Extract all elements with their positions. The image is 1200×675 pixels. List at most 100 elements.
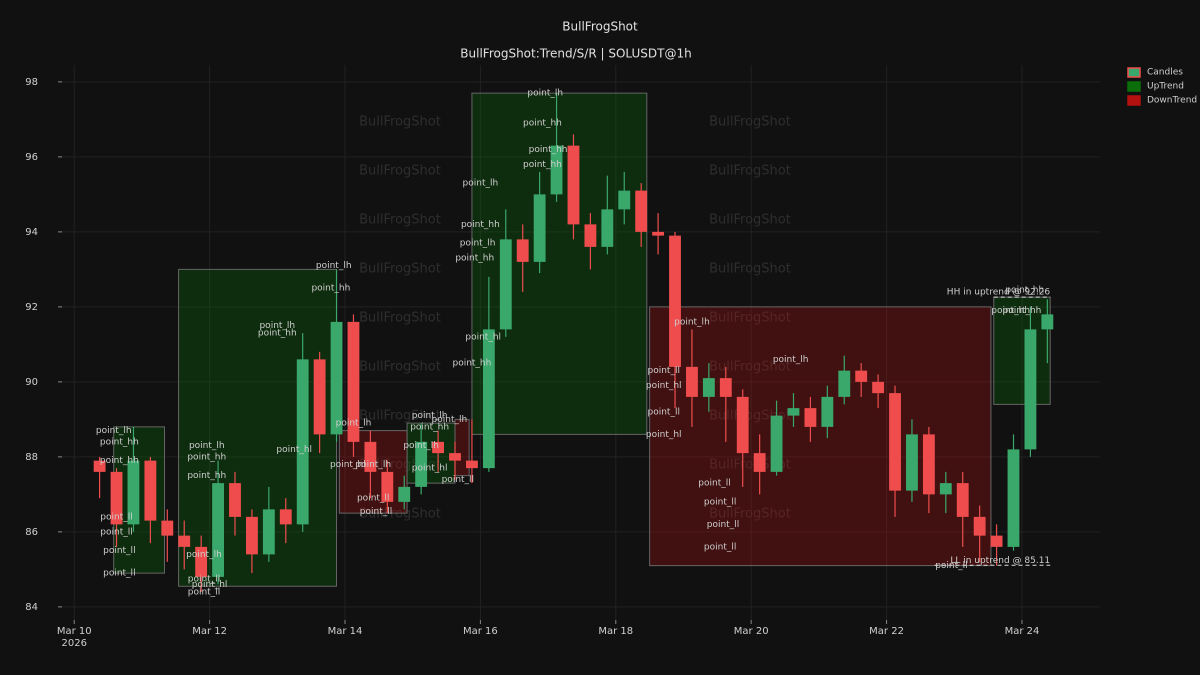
candle-body [178,535,191,547]
point-label: point_ll [357,494,389,504]
trend-zone [993,296,1051,405]
watermark: BullFrogShot [709,311,791,326]
candle-body [347,321,360,442]
candle-body [1007,449,1020,547]
candle-body [499,239,512,330]
legend-swatch [1127,67,1141,78]
candle-body [669,235,681,367]
point-label: point_ll [103,569,135,579]
candle-body [719,378,732,397]
point-label: point_hl [412,464,448,474]
point-label: point_hl [646,430,682,440]
y-tick-label: 90 [25,377,38,388]
candle-body [296,359,309,525]
point-label: point_lh [527,89,563,99]
point-label: point_hl [192,580,228,590]
candle-body [787,408,800,416]
candle-body [652,231,665,236]
point-label: point_ll [360,507,392,517]
point-label: point_ll [188,587,220,597]
x-tick-label: Mar 10 2026 [57,626,92,649]
y-tick-label: 98 [25,77,38,88]
legend-swatch [1127,81,1141,92]
candle-body [381,471,394,502]
candle-body [855,370,868,382]
candle-body [195,546,208,577]
point-label: point_ll [704,542,736,552]
point-label: point_hh [461,220,500,230]
candle-body [567,145,580,225]
candle-body [279,509,292,525]
point-label: point_hh [100,437,139,447]
candle-body [922,434,935,495]
point-label: point_lh [432,415,468,425]
candle-body [432,441,445,454]
watermark: BullFrogShot [359,115,441,130]
point-label: point_hh [523,160,562,170]
point-label: point_hh [1003,306,1042,316]
point-label: point_lh [403,441,439,451]
point-label: point_hh [258,329,297,339]
candle-body [466,460,478,469]
watermark: BullFrogShot [709,164,791,179]
candle-body [246,516,258,555]
candle-body [212,483,224,577]
point-label: point_lh [463,179,499,189]
y-tick-label: 92 [25,302,38,313]
candle-body [550,145,563,195]
watermark: BullFrogShot [359,164,441,179]
point-label: point_lh [460,239,496,249]
y-tick-label: 94 [25,227,38,238]
point-label: point_ll [935,561,967,571]
candle-body [872,381,885,394]
point-label: point_ll [103,546,135,556]
candle-body [770,415,783,472]
watermark: BullFrogShot [359,213,441,228]
level-label: HH in uptrend @ 92.26 [947,288,1051,298]
point-label: point_lh [259,321,295,331]
point-label: point_ll [442,475,474,485]
candle-body [93,460,106,472]
y-tick-label: 86 [25,527,38,538]
candle-body [449,453,461,461]
watermark: BullFrogShot [709,458,791,473]
point-label: point_lh [189,441,225,451]
point-label: point_lh [336,419,372,429]
watermark: BullFrogShot [359,262,441,277]
candle-body [906,434,918,491]
candle-body [415,441,428,487]
x-tick-label: Mar 14 [328,626,363,637]
point-label: point_hh [529,145,568,155]
candle-body [262,509,275,555]
candle-body [618,190,631,210]
candle-body [736,396,749,454]
point-label: point_lh [412,411,448,421]
point-label: point_lh [674,317,710,327]
point-label: point_hh [452,359,491,369]
point-label: point_hl [646,381,682,391]
y-tick-label: 88 [25,452,38,463]
watermark: BullFrogShot [359,360,441,375]
watermark: BullFrogShot [709,213,791,228]
candle-body [838,370,851,397]
candle-body [127,460,140,525]
point-label: point_ll [707,520,739,530]
candle-body [821,396,834,427]
level-label: LL in uptrend @ 85.11 [950,556,1050,566]
point-label: point_hh [187,452,226,462]
candle-body [1024,329,1037,450]
x-tick-label: Mar 16 [463,626,498,637]
trend-zone [649,306,992,567]
watermark: BullFrogShot [709,409,791,424]
x-tick-label: Mar 20 [734,626,769,637]
candle-body [482,329,495,469]
x-tick-label: Mar 22 [869,626,904,637]
watermark: BullFrogShot [709,262,791,277]
candle-body [635,190,648,232]
candle-body [144,460,157,521]
point-label: point_hh [100,456,139,466]
candle-body [516,239,529,262]
point-label: point_ll [100,527,132,537]
watermark: BullFrogShot [709,115,791,130]
